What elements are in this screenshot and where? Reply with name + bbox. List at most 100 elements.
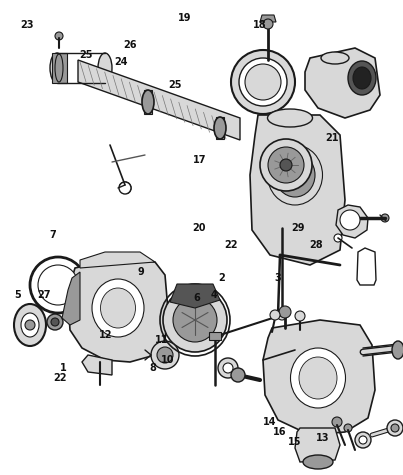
Circle shape — [332, 417, 342, 427]
Polygon shape — [305, 48, 380, 118]
Text: 11: 11 — [155, 335, 169, 345]
Text: 25: 25 — [79, 50, 93, 60]
Circle shape — [344, 424, 352, 432]
Polygon shape — [357, 248, 376, 285]
Polygon shape — [78, 60, 240, 140]
Circle shape — [231, 50, 295, 114]
Ellipse shape — [21, 313, 39, 337]
Circle shape — [173, 298, 217, 342]
Ellipse shape — [321, 52, 349, 64]
Polygon shape — [260, 15, 276, 22]
Circle shape — [268, 147, 304, 183]
Circle shape — [387, 420, 403, 436]
Text: 10: 10 — [161, 355, 175, 365]
Text: 24: 24 — [114, 57, 128, 67]
Text: 16: 16 — [273, 427, 287, 437]
Text: 21: 21 — [325, 133, 339, 143]
Text: 25: 25 — [168, 80, 182, 90]
Polygon shape — [82, 355, 112, 375]
Ellipse shape — [303, 455, 333, 469]
Circle shape — [381, 214, 389, 222]
Polygon shape — [62, 272, 80, 325]
Ellipse shape — [275, 153, 315, 197]
Text: 22: 22 — [53, 373, 67, 383]
Ellipse shape — [142, 90, 154, 114]
Ellipse shape — [50, 53, 64, 83]
Text: 9: 9 — [138, 267, 144, 277]
Bar — [216, 117, 224, 139]
Ellipse shape — [55, 54, 63, 82]
Polygon shape — [80, 252, 155, 268]
Circle shape — [30, 257, 86, 313]
Text: 29: 29 — [291, 223, 305, 233]
Text: 26: 26 — [123, 40, 137, 50]
Polygon shape — [295, 428, 340, 462]
Circle shape — [223, 363, 233, 373]
Polygon shape — [68, 258, 168, 362]
Circle shape — [231, 368, 245, 382]
Ellipse shape — [14, 304, 46, 346]
Text: 19: 19 — [178, 13, 192, 23]
Text: 18: 18 — [253, 20, 267, 30]
Circle shape — [280, 159, 292, 171]
Text: 5: 5 — [15, 290, 21, 300]
Ellipse shape — [348, 61, 376, 95]
Ellipse shape — [92, 279, 144, 337]
Ellipse shape — [100, 288, 135, 328]
Circle shape — [47, 314, 63, 330]
Circle shape — [119, 182, 131, 194]
Text: 20: 20 — [192, 223, 206, 233]
Circle shape — [51, 318, 59, 326]
Polygon shape — [263, 320, 375, 435]
Ellipse shape — [98, 53, 112, 83]
Polygon shape — [170, 284, 220, 308]
Text: 2: 2 — [218, 273, 225, 283]
Ellipse shape — [299, 357, 337, 399]
Circle shape — [260, 139, 312, 191]
Ellipse shape — [291, 348, 345, 408]
Circle shape — [55, 32, 63, 40]
Circle shape — [38, 265, 78, 305]
Circle shape — [391, 424, 399, 432]
Circle shape — [25, 320, 35, 330]
Text: 8: 8 — [150, 363, 156, 373]
Polygon shape — [209, 332, 221, 340]
Text: 28: 28 — [309, 240, 323, 250]
Text: 13: 13 — [316, 433, 330, 443]
Text: 4: 4 — [211, 290, 217, 300]
Circle shape — [270, 310, 280, 320]
Circle shape — [279, 306, 291, 318]
Polygon shape — [336, 205, 368, 238]
Circle shape — [163, 288, 227, 352]
Text: 6: 6 — [193, 293, 200, 303]
Ellipse shape — [214, 117, 226, 139]
Text: 3: 3 — [274, 273, 281, 283]
Text: 1: 1 — [60, 363, 66, 373]
Circle shape — [355, 432, 371, 448]
Polygon shape — [52, 53, 67, 83]
Circle shape — [157, 347, 173, 363]
Circle shape — [239, 58, 287, 106]
Circle shape — [245, 64, 281, 100]
Polygon shape — [250, 115, 345, 265]
Ellipse shape — [268, 145, 322, 205]
Circle shape — [334, 234, 342, 242]
Circle shape — [277, 310, 287, 320]
Ellipse shape — [268, 109, 312, 127]
Text: 22: 22 — [224, 240, 238, 250]
Text: 27: 27 — [37, 290, 51, 300]
Circle shape — [218, 358, 238, 378]
Text: 12: 12 — [99, 330, 113, 340]
Text: 17: 17 — [193, 155, 207, 165]
Ellipse shape — [353, 67, 371, 89]
Text: 7: 7 — [50, 230, 56, 240]
Circle shape — [359, 436, 367, 444]
Text: 23: 23 — [20, 20, 34, 30]
Circle shape — [263, 19, 273, 29]
Text: 15: 15 — [288, 437, 302, 447]
Circle shape — [295, 311, 305, 321]
Circle shape — [151, 341, 179, 369]
Circle shape — [340, 210, 360, 230]
Bar — [144, 90, 152, 114]
Text: 14: 14 — [263, 417, 277, 427]
